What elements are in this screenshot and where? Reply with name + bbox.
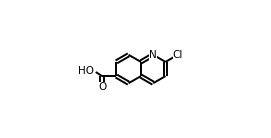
Text: O: O [98, 82, 106, 92]
Text: Cl: Cl [173, 50, 183, 60]
Text: N: N [149, 50, 157, 60]
Text: HO: HO [78, 66, 94, 76]
